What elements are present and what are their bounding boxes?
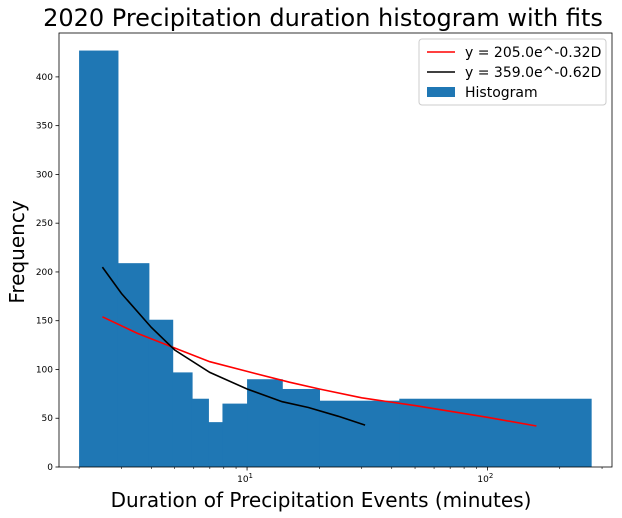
y-axis-label: Frequency (5, 200, 29, 303)
x-axis-label: Duration of Precipitation Events (minute… (111, 488, 532, 512)
y-tick-label: 400 (36, 73, 53, 83)
fit-curve-line (102, 316, 537, 427)
y-tick-label: 300 (36, 170, 53, 180)
y-tick-label: 150 (36, 317, 53, 327)
legend-box (418, 38, 607, 106)
x-tick-label: 102 (477, 472, 493, 485)
histogram-bar (117, 263, 150, 467)
legend: y = 205.0e^-0.32D y = 359.0e^-0.62D Histog… (418, 38, 607, 106)
histogram-bar (172, 372, 193, 467)
histogram-bar (191, 398, 209, 467)
y-tick-label: 100 (36, 365, 53, 375)
y-tick-label: 0 (47, 463, 53, 473)
legend-label: y = 359.0e^-0.62D (465, 65, 601, 81)
histogram-bar (399, 398, 592, 467)
legend-bar-swatch (427, 87, 455, 97)
histogram-bar (208, 422, 224, 467)
y-tick-label: 350 (36, 122, 53, 132)
axes: 0 50 100 150 200 250 300 350 400 101 102 (36, 32, 613, 485)
plot-frame (58, 32, 613, 468)
legend-label: y = 205.0e^-0.32D (465, 45, 601, 61)
fit-curves (101, 266, 537, 427)
histogram-bar (79, 50, 119, 468)
fit-curve-line (101, 266, 366, 426)
x-tick-label: 101 (237, 472, 253, 485)
histogram-bar (222, 403, 248, 467)
y-tick-label: 50 (42, 414, 54, 424)
y-tick-label: 250 (36, 219, 53, 229)
legend-label: Histogram (465, 85, 538, 101)
histogram-bar (319, 400, 400, 467)
y-tick-label: 200 (36, 268, 53, 278)
histogram-bars (79, 50, 592, 468)
chart-title: 2020 Precipitation duration histogram wi… (43, 4, 603, 32)
histogram-bar (282, 388, 321, 467)
histogram-bar (247, 379, 283, 467)
